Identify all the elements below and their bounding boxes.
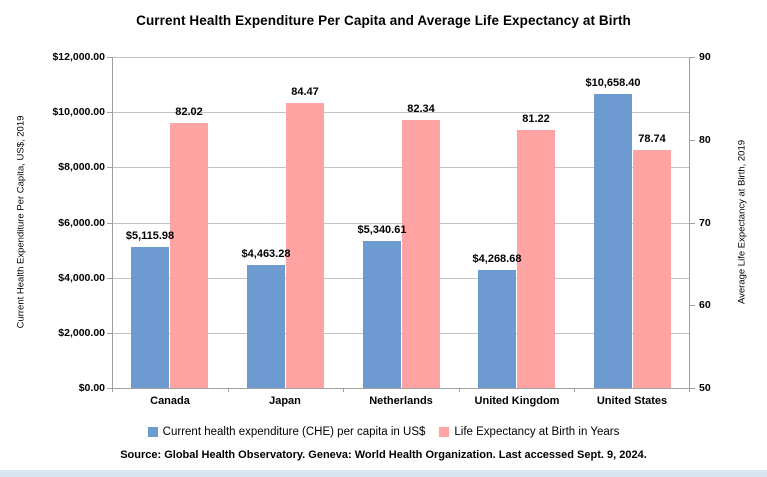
data-label-life-expectancy: 78.74 [638, 133, 666, 145]
gridline [112, 112, 690, 113]
bar-expenditure [363, 241, 401, 388]
right-axis-tick-label: 90 [699, 51, 711, 63]
data-label-life-expectancy: 82.02 [175, 106, 203, 118]
plot-area: $12,000.00 $10,000.00 $8,000.00 $6,000.00 $4… [52, 51, 710, 407]
category-boundary-tick [112, 388, 113, 392]
gridline [112, 223, 690, 224]
right-axis-tick [690, 223, 695, 224]
legend-label: Life Expectancy at Birth in Years [454, 426, 620, 438]
chart-title: Current Health Expenditure Per Capita an… [136, 13, 631, 28]
left-axis-tick [107, 167, 112, 168]
bar-life-expectancy [286, 103, 324, 388]
left-axis-tick-label: $10,000.00 [52, 106, 105, 118]
bar-expenditure [478, 270, 516, 388]
bar-expenditure [594, 94, 632, 388]
category-label: United Kingdom [474, 395, 560, 407]
gridline [112, 57, 690, 58]
left-axis-tick [107, 57, 112, 58]
right-axis-tick-label: 80 [699, 134, 711, 146]
left-axis-tick-label: $4,000.00 [58, 272, 105, 284]
data-label-life-expectancy: 82.34 [407, 103, 435, 115]
right-axis-tick [690, 140, 695, 141]
left-axis-tick-label: $6,000.00 [58, 217, 105, 229]
data-label-expenditure: $5,115.98 [125, 230, 175, 242]
source-note: Source: Global Health Observatory. Genev… [120, 449, 647, 461]
bar-expenditure [131, 247, 169, 388]
category-boundary-tick [574, 388, 575, 392]
right-axis-tick [690, 57, 695, 58]
right-axis-tick [690, 305, 695, 306]
left-axis-line [112, 57, 113, 388]
category-boundary-tick [228, 388, 229, 392]
left-axis-tick [107, 223, 112, 224]
bottom-axis-line [112, 388, 690, 389]
bar-expenditure [247, 265, 285, 388]
gridline [112, 167, 690, 168]
category-boundary-tick [343, 388, 344, 392]
left-axis-tick [107, 278, 112, 279]
bar-life-expectancy [170, 123, 208, 388]
data-label-expenditure: $4,268.68 [472, 253, 522, 265]
data-label-expenditure: $10,658.40 [585, 77, 641, 89]
data-label-life-expectancy: 81.22 [522, 113, 550, 125]
window-bottom-edge [0, 470, 767, 477]
right-axis-tick-label: 70 [699, 217, 711, 229]
left-axis-tick [107, 112, 112, 113]
bar-life-expectancy [402, 120, 440, 388]
data-label-expenditure: $5,340.61 [357, 224, 407, 236]
right-axis-title: Average Life Expectancy at Birth, 2019 [736, 139, 748, 305]
right-axis-tick [690, 388, 695, 389]
legend-swatch [439, 427, 450, 437]
left-axis-tick-label: $2,000.00 [58, 327, 105, 339]
legend-item: Life Expectancy at Birth in Years [439, 426, 619, 438]
category-label: United States [596, 395, 668, 407]
left-axis-tick [107, 388, 112, 389]
bar-life-expectancy [517, 130, 555, 388]
gridline [112, 278, 690, 279]
data-label-life-expectancy: 84.47 [291, 86, 319, 98]
right-axis-tick-label: 60 [699, 299, 711, 311]
bar-life-expectancy [633, 150, 671, 388]
right-axis-line [689, 57, 690, 388]
legend: Current health expenditure (CHE) per cap… [0, 426, 767, 438]
category-label: Netherlands [369, 395, 433, 407]
left-axis-tick-label: $0.00 [78, 382, 105, 394]
gridline [112, 333, 690, 334]
category-boundary-tick [459, 388, 460, 392]
category-boundary-tick [689, 388, 690, 392]
left-axis-tick-label: $12,000.00 [52, 51, 105, 63]
legend-swatch [147, 427, 158, 437]
right-axis-tick-label: 50 [699, 382, 711, 394]
legend-item: Current health expenditure (CHE) per cap… [147, 426, 426, 438]
legend-label: Current health expenditure (CHE) per cap… [162, 426, 426, 438]
category-label: Canada [150, 395, 190, 407]
data-label-expenditure: $4,463.28 [241, 248, 291, 260]
left-axis-tick [107, 333, 112, 334]
left-axis-tick-label: $8,000.00 [58, 161, 105, 173]
category-label: Japan [269, 395, 301, 407]
